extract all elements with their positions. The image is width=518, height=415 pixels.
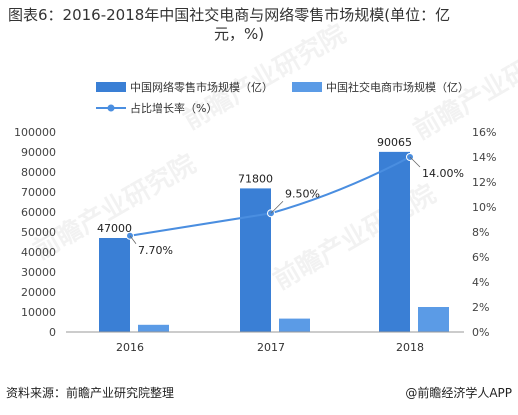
- chart-legend: 中国网络零售市场规模（亿） 中国社交电商市场规模（亿） 占比增长率（%）: [96, 80, 469, 115]
- x-tick-label: 2017: [257, 341, 285, 354]
- brand-label: @前瞻经济学人APP: [405, 386, 512, 400]
- growth-line-group: 7.70% 9.50% 14.00%: [126, 153, 464, 257]
- y-left-tick-label: 50000: [21, 226, 56, 239]
- y-axis-left: 0 10000 20000 30000 40000 50000 60000 70000 8000…: [14, 126, 56, 339]
- growth-value-label: 7.70%: [138, 244, 173, 257]
- legend-label-series-1: 中国网络零售市场规模（亿）: [130, 80, 273, 94]
- bar-value-label: 71800: [238, 172, 273, 185]
- x-tick-label: 2016: [116, 341, 144, 354]
- source-note: 资料来源：前瞻产业研究院整理: [6, 386, 175, 400]
- y-left-tick-label: 90000: [21, 146, 56, 159]
- chart-title-line2: 元，%): [214, 25, 265, 43]
- bars-group: 47000 71800 90065: [97, 136, 449, 332]
- bar-value-label: 90065: [377, 136, 412, 149]
- y-right-tick-label: 12%: [472, 176, 496, 189]
- y-right-tick-label: 10%: [472, 201, 496, 214]
- y-right-tick-label: 6%: [472, 251, 489, 264]
- x-tick-label: 2018: [396, 341, 424, 354]
- y-left-tick-label: 70000: [21, 186, 56, 199]
- x-axis: 2016 2017 2018: [66, 331, 464, 354]
- growth-label-leader: [129, 235, 137, 244]
- legend-swatch-series-1: [96, 82, 126, 92]
- legend-marker-series-3: [107, 104, 115, 112]
- y-left-tick-label: 30000: [21, 266, 56, 279]
- chart-title: 图表6：2016-2018年中国社交电商与网络零售市场规模(单位：亿 元，%): [8, 6, 508, 44]
- y-left-tick-label: 0: [49, 326, 56, 339]
- y-right-tick-label: 16%: [472, 126, 496, 139]
- bar-series-2: [138, 324, 169, 332]
- watermark-text: 前瞻产业研究院: [178, 18, 351, 136]
- legend-label-series-2: 中国社交电商市场规模（亿）: [326, 80, 469, 94]
- y-right-tick-label: 8%: [472, 226, 489, 239]
- y-left-tick-label: 40000: [21, 246, 56, 259]
- bar-value-label: 47000: [97, 222, 132, 235]
- legend-swatch-series-2: [292, 82, 322, 92]
- growth-label-leader: [409, 156, 421, 168]
- bar-series-1: [99, 238, 130, 332]
- y-axis-right: 0% 2% 4% 6% 8% 10% 12% 14% 16%: [472, 126, 496, 339]
- legend-label-series-3: 占比增长率（%）: [130, 101, 217, 115]
- y-left-tick-label: 80000: [21, 166, 56, 179]
- bar-series-1: [240, 188, 271, 332]
- y-left-tick-label: 10000: [21, 306, 56, 319]
- growth-value-label: 14.00%: [422, 167, 464, 180]
- y-left-tick-label: 60000: [21, 206, 56, 219]
- bar-series-2: [279, 318, 310, 332]
- growth-value-label: 9.50%: [285, 187, 320, 200]
- chart-title-line1: 图表6：2016-2018年中国社交电商与网络零售市场规模(单位：亿: [8, 6, 451, 24]
- y-left-tick-label: 100000: [14, 126, 56, 139]
- bar-series-1: [379, 151, 410, 332]
- y-right-tick-label: 2%: [472, 301, 489, 314]
- y-right-tick-label: 14%: [472, 151, 496, 164]
- growth-label-leader: [270, 200, 284, 214]
- y-right-tick-label: 0%: [472, 326, 489, 339]
- y-right-tick-label: 4%: [472, 276, 489, 289]
- y-left-tick-label: 20000: [21, 286, 56, 299]
- bar-series-2: [418, 307, 449, 332]
